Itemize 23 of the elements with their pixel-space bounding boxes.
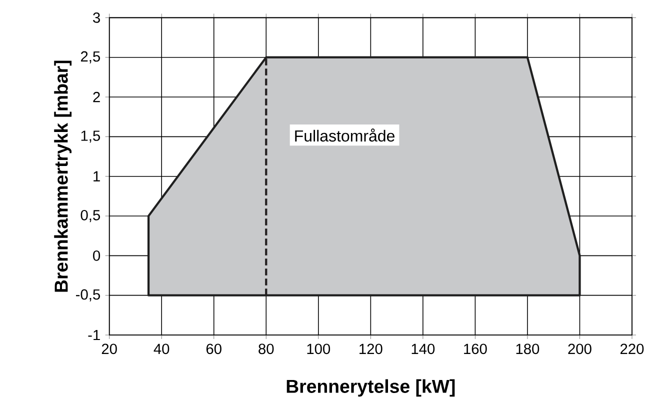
y-tick-label: 2 <box>93 92 100 102</box>
x-tick-label: 80 <box>258 344 274 354</box>
x-axis-title: Brennerytelse [kW] <box>286 379 455 397</box>
y-tick-label: 3 <box>93 12 100 23</box>
y-tick-label: 2,5 <box>80 51 100 64</box>
annotation: Fullastområde <box>295 128 394 142</box>
x-tick-label: 40 <box>154 344 170 354</box>
x-tick-label: 20 <box>102 344 117 354</box>
y-tick-label: 0,5 <box>80 210 100 222</box>
y-tick-label: 1,5 <box>81 130 100 143</box>
x-tick-label: 140 <box>412 344 435 354</box>
x-tick-label: 160 <box>464 344 487 354</box>
x-tick-label: 60 <box>206 344 222 354</box>
x-tick-label: 220 <box>620 344 644 354</box>
x-tick-label: 100 <box>307 344 330 354</box>
y-tick-label: 0 <box>93 250 100 261</box>
y-axis-title: Brennkammertrykk [mbar] <box>54 60 72 292</box>
y-tick-label: -0,5 <box>76 289 100 302</box>
y-tick-label: -1 <box>88 330 100 340</box>
x-tick-label: 200 <box>568 344 592 354</box>
y-tick-label: 1 <box>94 171 100 182</box>
x-tick-label: 180 <box>516 344 540 354</box>
x-tick-label: 120 <box>360 344 382 354</box>
